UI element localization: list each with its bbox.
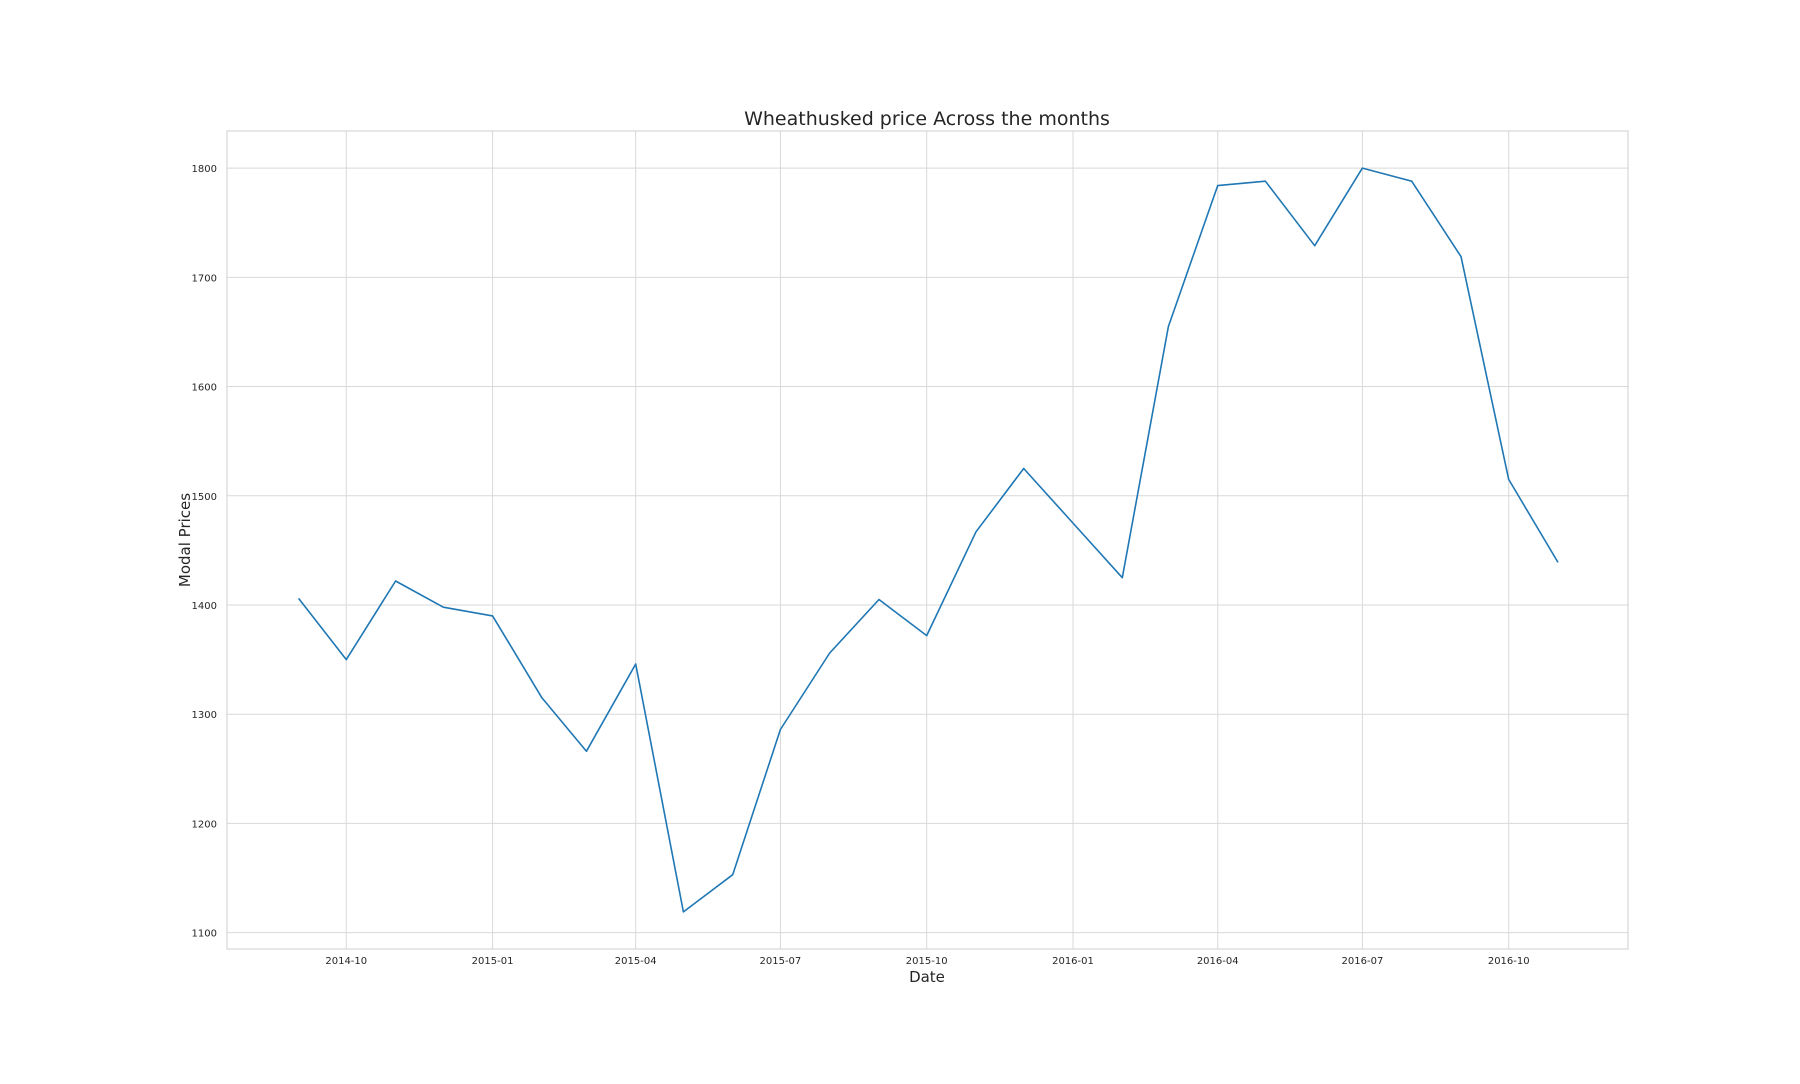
y-tick-label: 1500 (192, 492, 217, 503)
y-tick-label: 1200 (192, 819, 217, 830)
y-tick-label: 1100 (192, 929, 217, 940)
series (297, 167, 1559, 913)
chart-title: Wheathusked price Across the months (744, 108, 1110, 130)
plot-frame (226, 130, 1629, 950)
x-tick-label: 2015-10 (906, 956, 948, 967)
x-tick-label: 2015-04 (615, 956, 657, 967)
x-axis-label: Date (909, 968, 945, 986)
x-tick-label: 2015-01 (472, 956, 514, 967)
grid (227, 131, 1628, 949)
y-tick-label: 1700 (192, 273, 217, 284)
y-axis-label: Modal Prices (176, 493, 194, 587)
x-tick-label: 2016-10 (1488, 956, 1530, 967)
x-tick-label: 2015-07 (760, 956, 802, 967)
x-tick-label: 2016-01 (1052, 956, 1094, 967)
series-line (297, 167, 1559, 913)
tick-labels: 1100 1200 1300 1400 1500 1600 1700 1800 2014-10 2… (192, 164, 1530, 967)
y-tick-label: 1400 (192, 601, 217, 612)
y-tick-label: 1800 (192, 164, 217, 175)
x-tick-label: 2016-04 (1197, 956, 1239, 967)
x-tick-label: 2014-10 (325, 956, 367, 967)
y-tick-label: 1300 (192, 710, 217, 721)
y-tick-label: 1600 (192, 383, 217, 394)
x-tick-label: 2016-07 (1342, 956, 1384, 967)
